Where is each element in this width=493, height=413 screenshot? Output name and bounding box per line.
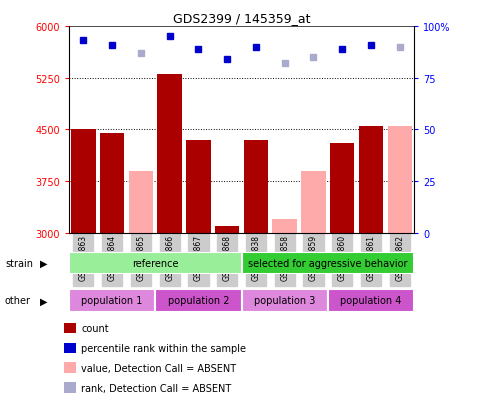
Text: other: other [5, 296, 31, 306]
Text: rank, Detection Call = ABSENT: rank, Detection Call = ABSENT [81, 383, 232, 393]
Bar [273, 220, 297, 233]
Bar [359, 127, 383, 233]
Text: population 2: population 2 [168, 295, 229, 306]
Bar [242, 252, 414, 275]
Bar [242, 289, 328, 312]
Bar [330, 144, 354, 233]
Bar [69, 252, 242, 275]
Bar [157, 75, 182, 233]
Bar [155, 289, 242, 312]
Text: reference: reference [132, 258, 178, 268]
Text: ▶: ▶ [39, 259, 47, 268]
Text: percentile rank within the sample: percentile rank within the sample [81, 343, 246, 353]
Bar [129, 171, 153, 233]
Text: strain: strain [5, 259, 33, 268]
Text: count: count [81, 323, 109, 333]
Text: population 4: population 4 [340, 295, 402, 306]
Bar [69, 289, 155, 312]
Text: ▶: ▶ [39, 296, 47, 306]
Text: population 3: population 3 [254, 295, 316, 306]
Text: GDS2399 / 145359_at: GDS2399 / 145359_at [173, 12, 310, 25]
Text: value, Detection Call = ABSENT: value, Detection Call = ABSENT [81, 363, 237, 373]
Bar [301, 171, 326, 233]
Bar [71, 130, 96, 233]
Bar [244, 140, 268, 233]
Bar [186, 140, 211, 233]
Bar [215, 226, 240, 233]
Bar [328, 289, 414, 312]
Bar [387, 127, 412, 233]
Text: population 1: population 1 [81, 295, 143, 306]
Text: selected for aggressive behavior: selected for aggressive behavior [248, 258, 408, 268]
Bar [100, 133, 124, 233]
